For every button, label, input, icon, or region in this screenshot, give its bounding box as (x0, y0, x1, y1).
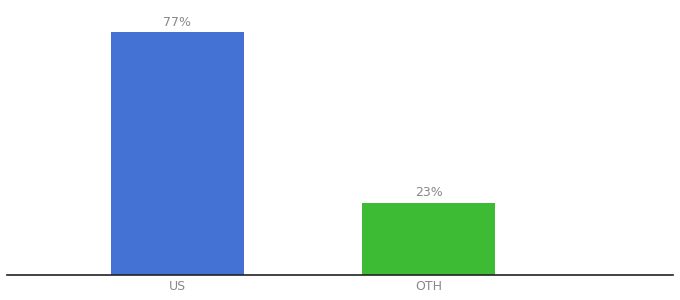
Text: 23%: 23% (415, 187, 443, 200)
Text: 77%: 77% (163, 16, 191, 29)
Bar (362, 202, 496, 275)
Bar (111, 32, 244, 275)
